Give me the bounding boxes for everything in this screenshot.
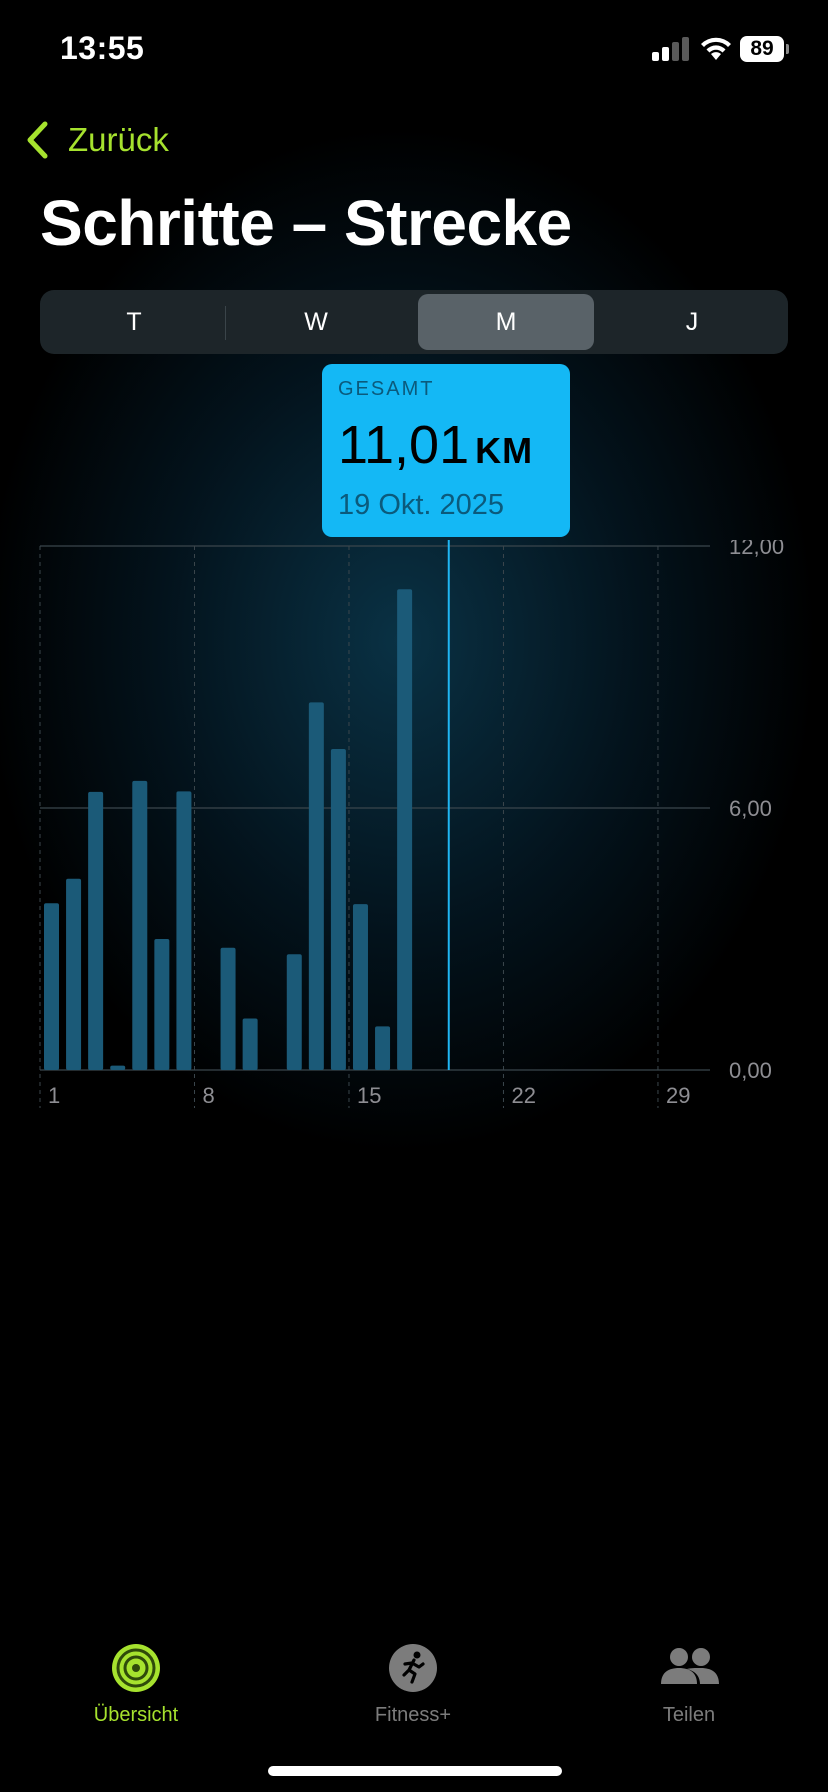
x-tick-label: 8 [202,1083,214,1108]
bar [397,589,413,1070]
segment-year[interactable]: J [602,294,782,350]
wifi-icon [701,37,731,60]
x-tick-label: 15 [357,1083,381,1108]
selection-tooltip: GESAMT 11,01 KM 19 Okt. 2025 [322,364,570,537]
bar [176,791,192,1070]
tab-fitness-plus-label: Fitness+ [374,1704,452,1726]
tooltip-date: 19 Okt. 2025 [338,489,505,521]
segment-week[interactable]: W [226,294,406,350]
running-figure-icon [389,1644,437,1692]
status-time: 13:55 [60,30,145,66]
tooltip-label: GESAMT [338,378,435,400]
page-title: Schritte – Strecke [40,187,572,259]
x-tick-label: 1 [48,1083,60,1108]
bar [154,939,170,1070]
tab-sharing[interactable]: Teilen [579,1642,799,1727]
tab-fitness-plus[interactable]: Fitness+ [303,1642,523,1727]
bar [132,780,148,1070]
time-range-segmented-control: T W M J [40,290,788,354]
chevron-left-icon [27,121,48,159]
bar [375,1026,391,1070]
bar [220,947,236,1070]
segment-year-label: J [685,307,699,336]
bar [110,1065,126,1070]
bar [352,904,368,1070]
x-tick-label: 22 [511,1083,535,1108]
bar [286,954,302,1070]
y-tick-label: 6,00 [729,796,772,821]
tab-sharing-label: Teilen [662,1704,716,1726]
home-indicator [268,1766,562,1776]
bar [88,791,104,1070]
back-button[interactable]: Zurück [24,118,169,162]
bar [330,749,346,1070]
segment-divider [225,306,226,340]
activity-rings-icon [112,1644,160,1692]
bar [308,702,324,1070]
segment-month-label: M [495,307,517,336]
tooltip-value: 11,01 [338,415,470,475]
battery-tip [786,44,789,54]
y-tick-label: 12,00 [729,540,784,559]
x-tick-label: 29 [666,1083,690,1108]
distance-bar-chart[interactable]: 0,00 6,00 12,00 1 8 15 22 29 [0,540,828,1120]
y-tick-label: 0,00 [729,1058,772,1083]
tooltip-unit: KM [475,430,534,471]
status-bar: 13:55 89 [0,0,828,100]
bar [44,903,59,1070]
bar [66,878,82,1070]
tab-bar: Übersicht Fitness+ Teilen [0,1620,828,1792]
tab-overview-label: Übersicht [93,1704,179,1726]
segment-month[interactable]: M [418,294,594,350]
back-label: Zurück [68,121,169,158]
battery-level: 89 [740,36,784,62]
segment-week-label: W [304,307,328,336]
bar [242,1018,258,1070]
battery-icon: 89 [740,36,789,62]
tooltip-value-row: 11,01 KM [338,414,533,476]
segment-day-label: T [126,307,142,336]
segment-day[interactable]: T [44,294,224,350]
cellular-signal-icon [652,37,689,61]
tab-overview[interactable]: Übersicht [26,1642,246,1727]
people-icon [661,1648,719,1684]
